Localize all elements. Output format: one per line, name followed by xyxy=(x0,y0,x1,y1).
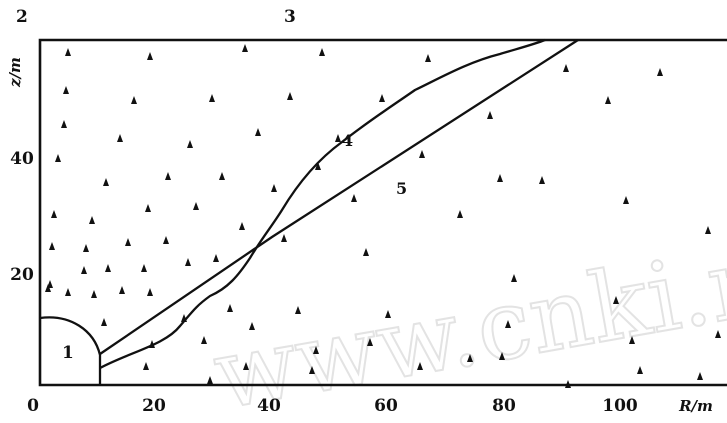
particle-marker xyxy=(105,264,111,272)
particle-marker xyxy=(187,140,193,148)
particle-marker xyxy=(467,354,473,362)
particle-marker xyxy=(147,52,153,60)
particle-marker xyxy=(565,380,571,388)
particle-marker xyxy=(89,216,95,224)
curve-label-4: 4 xyxy=(342,131,353,150)
x-tick-label: 20 xyxy=(142,396,166,416)
x-tick-label: 80 xyxy=(492,396,516,416)
particle-marker xyxy=(315,162,321,170)
particle-marker xyxy=(705,226,711,234)
particle-marker xyxy=(249,322,255,330)
particle-marker xyxy=(81,266,87,274)
particle-marker xyxy=(181,314,187,322)
x-tick-label: 40 xyxy=(257,396,281,416)
particle-marker xyxy=(281,234,287,242)
particle-marker xyxy=(147,288,153,296)
particle-marker xyxy=(309,366,315,374)
particle-marker xyxy=(61,120,67,128)
particle-marker xyxy=(505,320,511,328)
particle-marker xyxy=(242,44,248,52)
particle-marker xyxy=(499,352,505,360)
particle-marker xyxy=(623,196,629,204)
particle-marker xyxy=(511,274,517,282)
particle-marker xyxy=(101,318,107,326)
particle-marker xyxy=(497,174,503,182)
particle-marker xyxy=(363,248,369,256)
particle-marker xyxy=(185,258,191,266)
particle-marker xyxy=(193,202,199,210)
particle-marker xyxy=(319,48,325,56)
particle-marker xyxy=(83,244,89,252)
particle-marker xyxy=(637,366,643,374)
particle-marker xyxy=(149,340,155,348)
y-tick-label: 20 xyxy=(10,265,34,285)
particle-marker xyxy=(487,111,493,119)
particle-marker xyxy=(201,336,207,344)
region-label-3: 3 xyxy=(284,7,296,27)
region-1-boundary xyxy=(39,316,102,385)
curve-4 xyxy=(99,38,546,370)
x-axis-title: R/m xyxy=(678,397,713,415)
particle-marker xyxy=(141,264,147,272)
y-tick-label: 40 xyxy=(10,149,34,169)
particle-marker xyxy=(255,128,261,136)
particle-marker xyxy=(131,96,137,104)
particle-marker xyxy=(379,94,385,102)
particle-marker xyxy=(51,210,57,218)
particle-marker xyxy=(335,134,341,142)
x-tick-label: 60 xyxy=(374,396,398,416)
particle-marker xyxy=(45,284,51,292)
particle-marker xyxy=(143,362,149,370)
curve-label-5: 5 xyxy=(396,179,407,198)
particle-marker xyxy=(419,150,425,158)
particle-marker xyxy=(243,362,249,370)
particle-marker xyxy=(65,288,71,296)
particle-marker xyxy=(697,372,703,380)
particle-marker xyxy=(49,242,55,250)
particle-marker xyxy=(213,254,219,262)
particle-marker xyxy=(219,172,225,180)
curve-5 xyxy=(99,39,579,355)
particle-marker xyxy=(125,238,131,246)
particle-marker xyxy=(239,222,245,230)
particle-marker xyxy=(539,176,545,184)
particle-marker xyxy=(119,286,125,294)
particle-marker xyxy=(313,346,319,354)
particle-marker xyxy=(457,210,463,218)
particle-marker xyxy=(117,134,123,142)
particle-marker xyxy=(271,184,277,192)
particle-marker xyxy=(145,204,151,212)
particle-markers xyxy=(45,44,721,388)
particle-marker xyxy=(629,336,635,344)
particle-marker xyxy=(207,376,213,384)
particle-marker xyxy=(63,86,69,94)
particle-marker xyxy=(295,306,301,314)
region-label-1: 1 xyxy=(62,343,74,363)
particle-marker xyxy=(367,338,373,346)
x-tick-label: 100 xyxy=(602,396,638,416)
particle-marker xyxy=(103,178,109,186)
particle-marker xyxy=(227,304,233,312)
particle-marker xyxy=(287,92,293,100)
particle-marker xyxy=(563,64,569,72)
x-tick-label: 0 xyxy=(27,396,39,416)
plot-frame xyxy=(38,38,727,387)
particle-marker xyxy=(613,296,619,304)
particle-marker xyxy=(715,330,721,338)
particle-marker xyxy=(65,48,71,56)
particle-marker xyxy=(91,290,97,298)
y-axis-title: z/m xyxy=(6,57,24,88)
particle-marker xyxy=(425,54,431,62)
particle-marker xyxy=(657,68,663,76)
particle-marker xyxy=(605,96,611,104)
particle-marker xyxy=(165,172,171,180)
particle-marker xyxy=(385,310,391,318)
particle-marker xyxy=(417,362,423,370)
particle-marker xyxy=(209,94,215,102)
particle-marker xyxy=(163,236,169,244)
particle-marker xyxy=(55,154,61,162)
region-label-2: 2 xyxy=(16,7,28,27)
particle-marker xyxy=(351,194,357,202)
